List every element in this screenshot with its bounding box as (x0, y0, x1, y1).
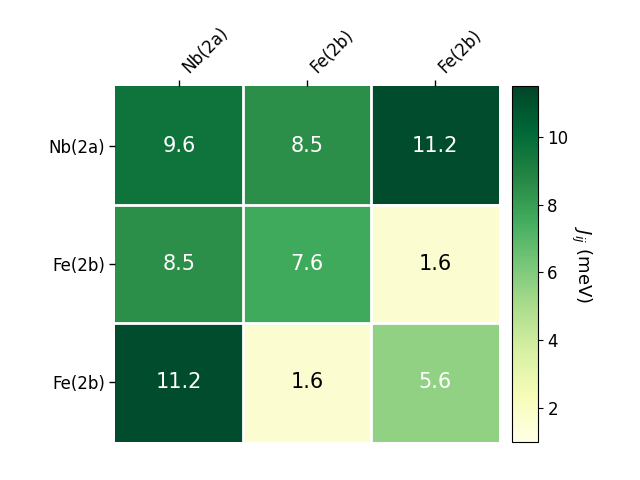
Text: 1.6: 1.6 (291, 372, 324, 393)
Text: 9.6: 9.6 (163, 136, 196, 156)
Text: 1.6: 1.6 (419, 254, 452, 274)
Text: 7.6: 7.6 (291, 254, 324, 274)
Text: 8.5: 8.5 (291, 136, 324, 156)
Text: 11.2: 11.2 (156, 372, 202, 393)
Text: 11.2: 11.2 (412, 136, 458, 156)
Text: 8.5: 8.5 (163, 254, 196, 274)
Y-axis label: $J_{ij}$ (meV): $J_{ij}$ (meV) (569, 226, 593, 302)
Text: 5.6: 5.6 (419, 372, 452, 393)
